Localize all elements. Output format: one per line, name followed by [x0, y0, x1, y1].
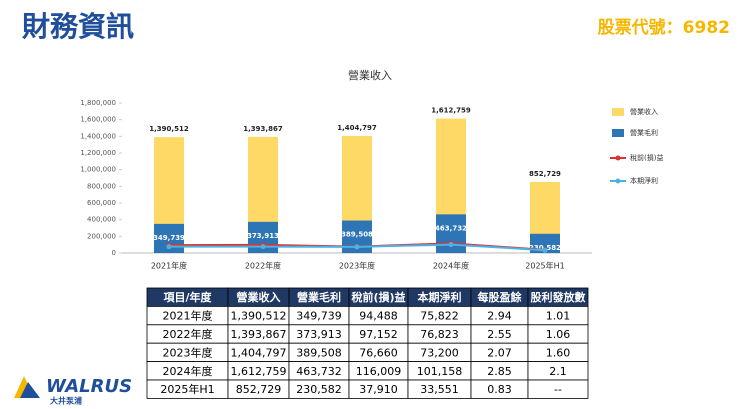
page-title: 財務資訊 — [22, 10, 134, 43]
table-cell-text: 94,488 — [359, 310, 398, 323]
y-tick-label: 1,000,000 — [80, 166, 116, 174]
bar — [530, 233, 560, 253]
value-label: 852,729 — [529, 170, 561, 178]
table-cell-text: 2.07 — [487, 346, 512, 359]
table-cell-text: 2022年度 — [163, 327, 213, 341]
legend-swatch — [612, 129, 624, 137]
point — [542, 247, 548, 253]
table-cell-text: 2021年度 — [163, 309, 213, 323]
table-cell-text: 1.60 — [546, 346, 571, 359]
y-tick-label: 1,800,000 — [80, 99, 116, 107]
table-cell-text: 37,910 — [359, 383, 398, 396]
table-header: 稅前(損)益 — [351, 290, 405, 304]
point — [354, 244, 360, 250]
legend-swatch — [615, 155, 621, 161]
table-cell — [527, 379, 589, 399]
table-cell-text: 1.01 — [546, 310, 571, 323]
table-header: 本期淨利 — [418, 290, 462, 304]
table-header: 股利發放數 — [531, 290, 586, 304]
value-label: 463,732 — [435, 224, 467, 232]
table-cell-text: 2.55 — [487, 328, 512, 341]
legend-label: 稅前(損)益 — [630, 153, 663, 162]
table-cell-text: 97,152 — [359, 328, 398, 341]
table-header: 每股盈餘 — [478, 290, 523, 304]
value-label: 1,390,512 — [149, 125, 189, 133]
x-tick-label: 2022年度 — [245, 261, 281, 271]
y-tick-label: 200,000 — [87, 232, 116, 240]
y-tick-label: 0 — [112, 249, 116, 257]
table-cell-text: 1,393,867 — [231, 328, 287, 341]
table-cell-text: 2.85 — [487, 365, 512, 378]
y-tick-label: 1,600,000 — [80, 116, 116, 124]
legend-label: 營業毛利 — [630, 128, 658, 137]
table-cell-text: 1.06 — [546, 328, 571, 341]
table-cell-text: 1,390,512 — [231, 310, 287, 323]
value-label: 373,913 — [247, 232, 279, 240]
table-cell-text: 1,404,797 — [231, 346, 287, 359]
bar — [436, 214, 466, 253]
table-cell-text: 2023年度 — [163, 345, 213, 359]
legend-swatch — [612, 108, 624, 116]
y-tick-label: 400,000 — [87, 216, 116, 224]
chart-title: 營業收入 — [348, 68, 392, 82]
stock-code: 股票代號：6982 — [598, 17, 730, 38]
y-tick-label: 800,000 — [87, 182, 116, 190]
value-label: 1,393,867 — [243, 125, 283, 133]
table-header: 營業收入 — [237, 290, 281, 304]
point — [166, 244, 172, 250]
table-cell-text: 101,158 — [417, 365, 463, 378]
table-cell-text: 852,729 — [236, 383, 282, 396]
table-header: 項目/年度 — [163, 290, 212, 304]
table-cell-text: 76,660 — [359, 346, 398, 359]
table-cell-text: 349,739 — [296, 310, 342, 323]
table-cell-text: 2.1 — [549, 365, 567, 378]
legend-label: 本期淨利 — [630, 176, 658, 185]
legend-label: 營業收入 — [630, 107, 658, 116]
table-header: 營業毛利 — [297, 290, 341, 304]
table-cell-text: 373,913 — [296, 328, 342, 341]
point — [260, 244, 266, 250]
table-cell-text: 2025年H1 — [160, 382, 214, 396]
x-tick-label: 2021年度 — [151, 261, 187, 271]
table-cell-text: 0.83 — [487, 383, 512, 396]
point — [448, 242, 454, 248]
y-tick-label: 1,200,000 — [80, 149, 116, 157]
y-tick-label: 600,000 — [87, 199, 116, 207]
logo-icon — [20, 382, 40, 398]
x-tick-label: 2023年度 — [339, 261, 375, 271]
value-label: 349,739 — [153, 234, 185, 242]
legend-swatch — [615, 178, 621, 184]
table-cell-text: 389,508 — [296, 346, 342, 359]
value-label: 1,612,759 — [431, 107, 471, 115]
table-cell-text: 76,823 — [420, 328, 459, 341]
table-cell-text: 463,732 — [296, 365, 342, 378]
table-cell-text: 2024年度 — [163, 364, 213, 378]
table-cell-text: 116,009 — [356, 365, 402, 378]
table-cell-text: 1,612,759 — [231, 365, 287, 378]
y-tick-label: 1,400,000 — [80, 132, 116, 140]
x-tick-label: 2025年H1 — [525, 261, 564, 271]
table-cell-text: 73,200 — [420, 346, 459, 359]
value-label: 1,404,797 — [337, 124, 377, 132]
x-tick-label: 2024年度 — [433, 261, 469, 271]
table-cell-text: 75,822 — [420, 310, 459, 323]
table-cell-text: 230,582 — [296, 383, 342, 396]
table-cell-text: 2.94 — [487, 310, 512, 323]
value-label: 389,508 — [341, 231, 373, 239]
table-cell-text: -- — [554, 383, 562, 396]
logo-subtitle: 大井泵浦 — [50, 396, 82, 406]
table-cell-text: 33,551 — [420, 383, 459, 396]
logo-brand: WALRUS — [46, 376, 132, 397]
